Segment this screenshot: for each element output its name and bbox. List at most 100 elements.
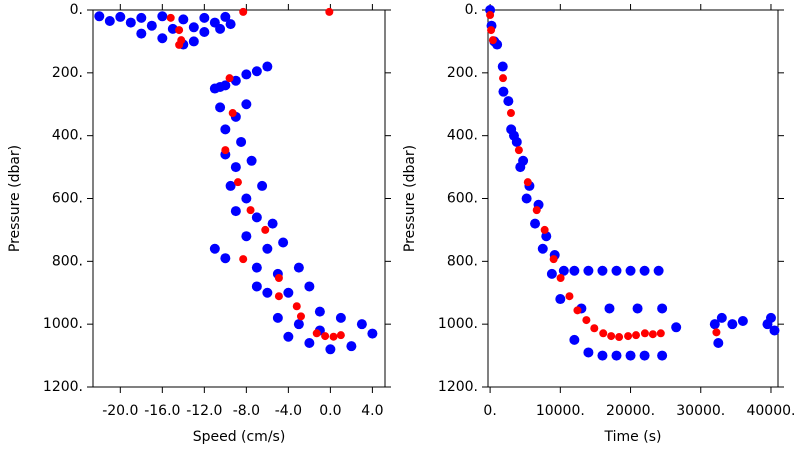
point — [640, 329, 649, 338]
x-tick-label: -8.0 — [233, 403, 260, 419]
point — [599, 329, 608, 338]
point — [511, 136, 522, 147]
y-tick-label: 200. — [447, 65, 478, 81]
point — [209, 243, 220, 254]
y-tick-label: 800. — [447, 253, 478, 269]
point — [709, 319, 720, 330]
point — [220, 124, 231, 135]
point — [762, 319, 773, 330]
point — [597, 350, 608, 361]
y-tick-label: 1000. — [438, 316, 478, 332]
y-axis-title: Pressure (dbar) — [7, 145, 23, 252]
point — [727, 319, 738, 330]
point — [569, 334, 580, 345]
point — [246, 206, 255, 215]
point — [157, 33, 168, 44]
x-tick-label: -16.0 — [144, 403, 180, 419]
point — [555, 294, 566, 305]
point — [233, 178, 242, 187]
point — [241, 193, 252, 204]
point — [136, 12, 147, 23]
point — [611, 265, 622, 276]
point — [712, 328, 721, 337]
point — [262, 243, 273, 254]
y-tick-label: 0. — [70, 2, 83, 18]
point — [737, 316, 748, 327]
point — [274, 292, 283, 301]
point — [506, 109, 515, 118]
point — [325, 344, 336, 355]
point — [565, 292, 574, 301]
point — [558, 265, 569, 276]
point — [607, 332, 616, 341]
x-tick-label: 0. — [483, 403, 496, 419]
point — [615, 333, 624, 342]
point — [523, 178, 532, 187]
x-tick-label: 0.0 — [319, 403, 341, 419]
panel: 0. 200. 400. 600. 800. 1000. 1200. 0. 10000. 2000… — [402, 2, 795, 445]
point — [625, 265, 636, 276]
point — [499, 74, 508, 83]
point — [639, 265, 650, 276]
y-tick-label: 400. — [52, 128, 83, 144]
y-tick-label: 400. — [447, 128, 478, 144]
point — [166, 13, 175, 22]
point — [713, 338, 724, 349]
point — [314, 306, 325, 317]
point — [656, 329, 665, 338]
point — [530, 218, 541, 229]
x-tick-label: 10000. — [536, 403, 585, 419]
point — [335, 312, 346, 323]
point — [125, 17, 136, 28]
x-tick-label: 40000. — [746, 403, 795, 419]
point — [246, 155, 257, 166]
point — [239, 7, 248, 16]
point — [624, 332, 633, 341]
point — [546, 268, 557, 279]
x-tick-label: -4.0 — [275, 403, 302, 419]
point — [251, 281, 262, 292]
point — [293, 262, 304, 273]
point — [188, 22, 199, 33]
point — [367, 328, 378, 339]
point — [236, 136, 247, 147]
point — [220, 11, 231, 22]
point — [356, 319, 367, 330]
point — [521, 193, 532, 204]
point — [251, 212, 262, 223]
point — [549, 255, 558, 264]
point — [221, 146, 230, 155]
point — [304, 338, 315, 349]
point — [283, 287, 294, 298]
point — [230, 162, 241, 173]
points — [94, 7, 378, 355]
point — [251, 66, 262, 77]
point — [611, 350, 622, 361]
point — [178, 14, 189, 25]
point — [104, 15, 115, 26]
point — [336, 331, 345, 340]
x-tick-label: 20000. — [606, 403, 655, 419]
point — [199, 12, 210, 23]
point — [325, 7, 334, 16]
point — [272, 312, 283, 323]
point — [486, 11, 495, 20]
point — [657, 303, 668, 314]
point — [503, 96, 514, 107]
point — [514, 146, 523, 155]
point — [540, 225, 549, 234]
point — [267, 218, 278, 229]
point — [487, 26, 496, 35]
x-axis-title: Time (s) — [604, 429, 662, 445]
panel: 0. 200. 400. 600. 800. 1000. 1200. -20.0 -16.0 -1… — [7, 2, 391, 445]
point — [321, 332, 330, 341]
y-tick-label: 800. — [52, 253, 83, 269]
point — [215, 81, 226, 92]
point — [671, 322, 682, 333]
point — [569, 265, 580, 276]
point — [115, 11, 126, 22]
point — [241, 69, 252, 80]
point — [251, 262, 262, 273]
point — [94, 11, 105, 22]
